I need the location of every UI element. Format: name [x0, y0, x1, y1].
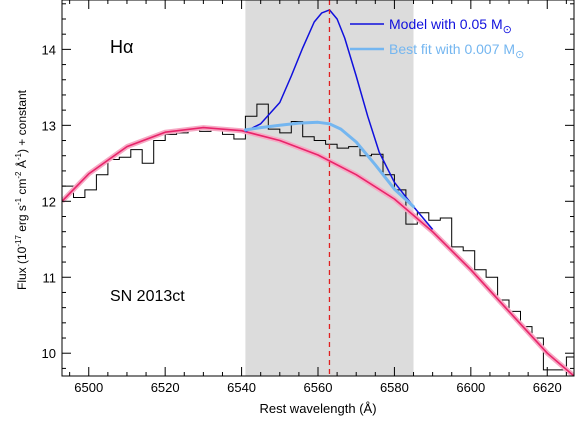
best-fit-line	[243, 120, 415, 209]
legend-model-label: Model with 0.05 M⊙	[389, 16, 512, 36]
x-tick-label: 6600	[456, 380, 485, 395]
x-tick-label: 6620	[533, 380, 562, 395]
x-tick-label: 6520	[151, 380, 180, 395]
fit-region-shade	[245, 0, 414, 376]
legend-best-fit-label: Best fit with 0.007 M⊙	[389, 41, 524, 61]
y-tick-label: 12	[42, 194, 56, 209]
plot-frame	[61, 0, 575, 377]
x-tick-label: 6580	[380, 380, 409, 395]
x-tick-label: 6560	[304, 380, 333, 395]
x-tick-label: 6500	[74, 380, 103, 395]
object-name-annotation: SN 2013ct	[110, 288, 185, 305]
y-tick-label: 10	[42, 346, 56, 361]
x-tick-label: 6540	[227, 380, 256, 395]
legend: Model with 0.05 M⊙ Best fit with 0.007 M…	[350, 16, 524, 61]
model-line	[245, 9, 434, 230]
spectrum-step-line	[62, 103, 574, 371]
continuum-line	[62, 126, 574, 376]
y-axis-label: Flux (10-17 erg s-1 cm-2 Å-1) + constant	[14, 89, 29, 290]
x-axis-label: Rest wavelength (Å)	[259, 401, 376, 416]
line-name-annotation: Hα	[110, 37, 133, 57]
y-tick-label: 11	[43, 270, 57, 285]
y-tick-label: 14	[42, 42, 56, 57]
y-tick-label: 13	[42, 118, 56, 133]
